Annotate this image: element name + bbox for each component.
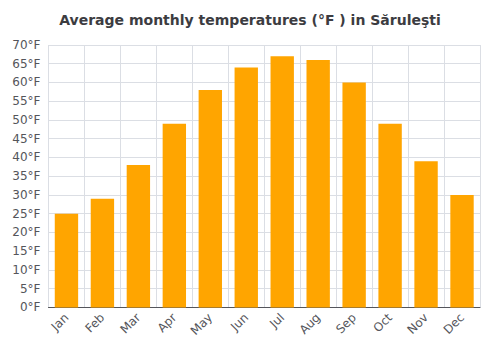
svg-text:5°F: 5°F xyxy=(20,282,41,296)
svg-text:Feb: Feb xyxy=(82,311,107,336)
svg-text:Jun: Jun xyxy=(227,311,251,335)
svg-text:0°F: 0°F xyxy=(20,300,41,314)
svg-text:70°F: 70°F xyxy=(12,38,40,52)
svg-text:45°F: 45°F xyxy=(12,132,40,146)
svg-text:25°F: 25°F xyxy=(12,207,40,221)
svg-text:55°F: 55°F xyxy=(12,94,40,108)
svg-text:Jan: Jan xyxy=(48,311,72,335)
svg-text:Nov: Nov xyxy=(405,311,431,337)
svg-text:20°F: 20°F xyxy=(12,225,40,239)
svg-text:Mar: Mar xyxy=(117,310,143,336)
svg-text:10°F: 10°F xyxy=(12,263,40,277)
svg-text:65°F: 65°F xyxy=(12,57,40,71)
svg-text:May: May xyxy=(188,311,215,338)
svg-text:Oct: Oct xyxy=(370,310,395,335)
svg-text:Aug: Aug xyxy=(297,311,323,337)
svg-text:15°F: 15°F xyxy=(12,244,40,258)
svg-text:60°F: 60°F xyxy=(12,75,40,89)
svg-text:Dec: Dec xyxy=(441,311,467,337)
svg-text:Jul: Jul xyxy=(266,311,287,332)
svg-text:Apr: Apr xyxy=(155,310,180,335)
svg-text:35°F: 35°F xyxy=(12,169,40,183)
svg-text:40°F: 40°F xyxy=(12,150,40,164)
svg-text:50°F: 50°F xyxy=(12,113,40,127)
svg-text:Sep: Sep xyxy=(333,311,359,337)
svg-text:30°F: 30°F xyxy=(12,188,40,202)
svg-text:Average monthly temperatures (: Average monthly temperatures (°F ) in Să… xyxy=(59,12,441,28)
